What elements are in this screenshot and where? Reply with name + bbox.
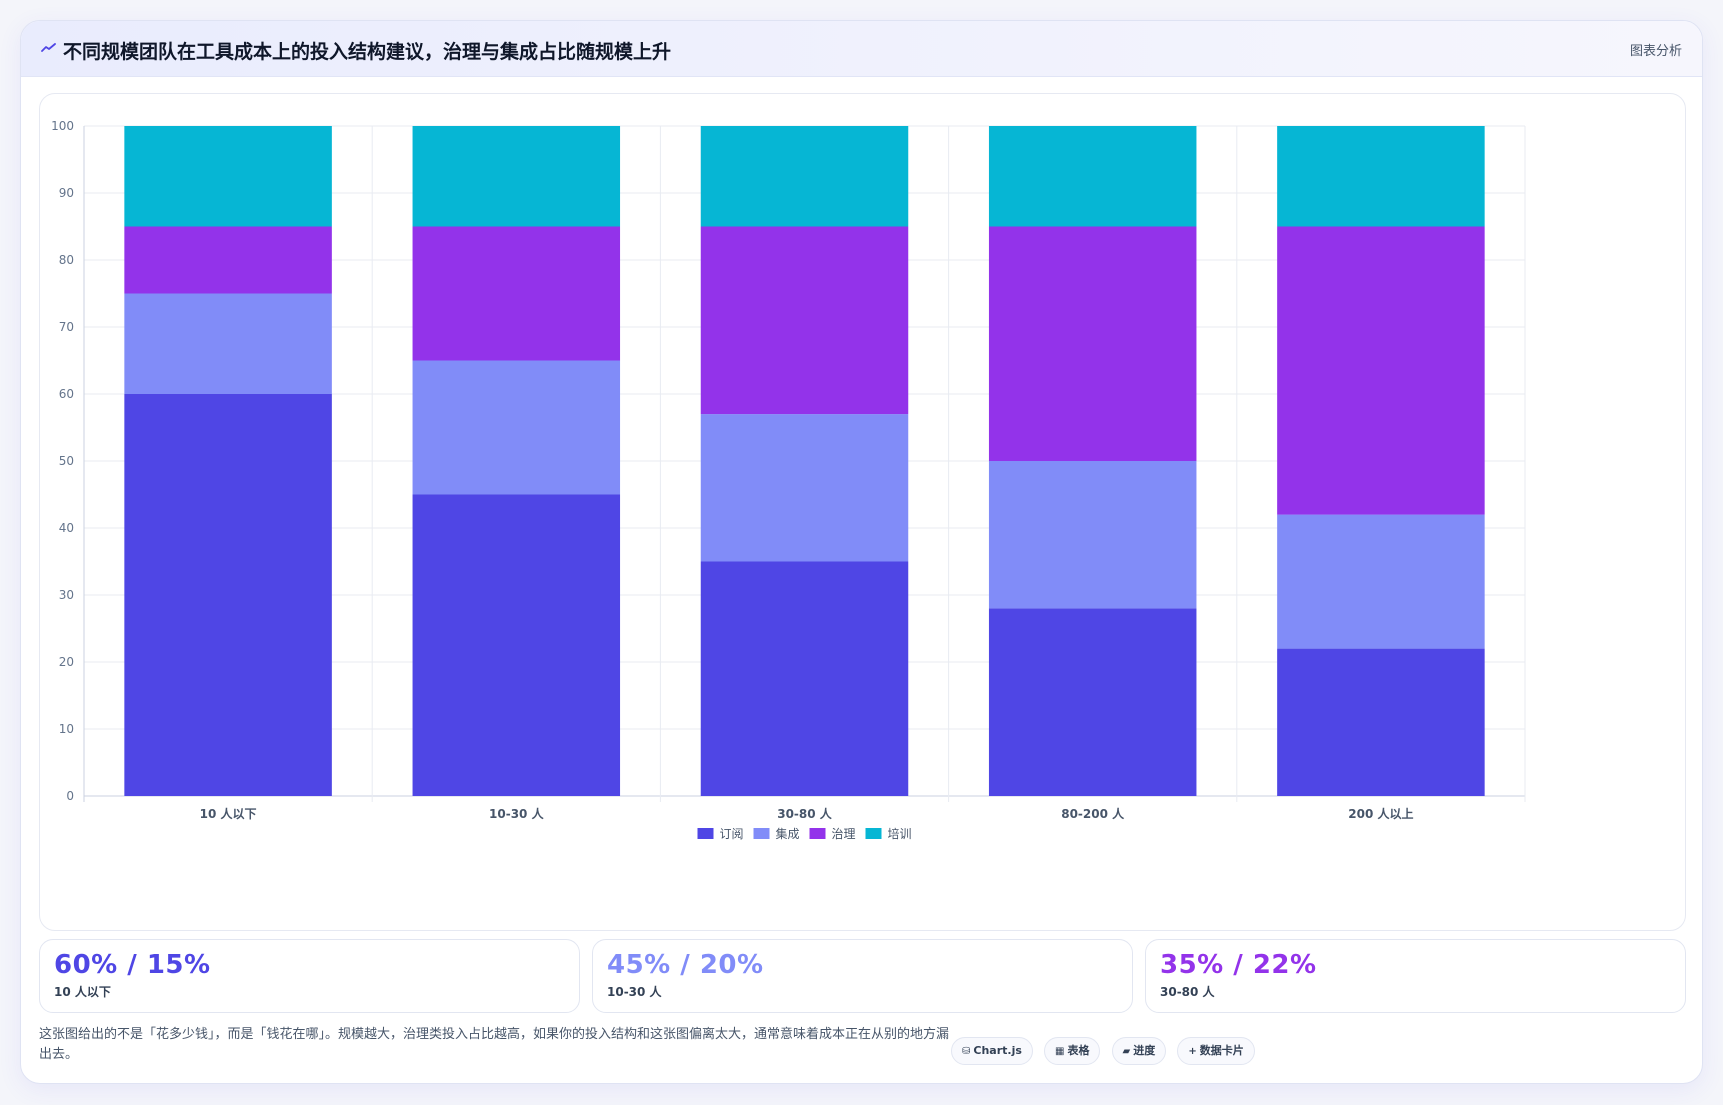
- table-icon: ▦: [1055, 1046, 1065, 1057]
- chip-label: 数据卡片: [1199, 1044, 1244, 1057]
- bar-segment: [700, 126, 909, 227]
- bar-segment: [988, 126, 1197, 227]
- bar-segment: [124, 226, 332, 294]
- chip-chartjs[interactable]: ⛁ Chart.js: [951, 1037, 1033, 1065]
- progress-icon: ▰: [1122, 1046, 1131, 1057]
- chip-label: 进度: [1133, 1044, 1156, 1057]
- x-tick-label: 200 人以上: [1348, 806, 1413, 821]
- stat-cards: 60% / 15% 10 人以下 45% / 20% 10-30 人 35% /…: [39, 939, 1686, 1013]
- bar-segment: [412, 360, 621, 495]
- chip-label: Chart.js: [973, 1044, 1022, 1057]
- stat-value: 60% / 15%: [54, 950, 211, 980]
- y-tick-label: 50: [59, 454, 74, 468]
- database-icon: ⛁: [962, 1046, 971, 1057]
- y-tick-label: 80: [59, 253, 74, 267]
- trend-line-icon: [41, 43, 56, 52]
- chip-table[interactable]: ▦ 表格: [1044, 1037, 1101, 1065]
- x-tick-label: 80-200 人: [1061, 806, 1125, 821]
- y-tick-label: 40: [59, 521, 74, 535]
- legend-label: 集成: [776, 826, 800, 841]
- y-tick-label: 10: [59, 722, 74, 736]
- legend-label: 培训: [888, 826, 912, 841]
- bar-segment: [1277, 648, 1485, 796]
- y-tick-label: 60: [59, 387, 74, 401]
- x-tick-label: 30-80 人: [777, 806, 833, 821]
- stat-label: 10-30 人: [607, 985, 662, 999]
- chart-card: 不同规模团队在工具成本上的投入结构建议，治理与集成占比随规模上升 图表分析 0 1…: [20, 20, 1703, 1084]
- legend-swatch: [697, 828, 714, 839]
- bar-segment: [124, 394, 332, 796]
- bar-segment: [1277, 226, 1485, 515]
- y-tick-label: 0: [66, 789, 74, 803]
- bar-segment: [988, 226, 1197, 461]
- legend-swatch: [865, 828, 882, 839]
- stat-card: 45% / 20% 10-30 人: [592, 939, 1133, 1013]
- bar-segment: [124, 126, 332, 227]
- chip-data-card[interactable]: + 数据卡片: [1177, 1037, 1255, 1065]
- chart-panel: 0 10 20 30 40 50 60 70 80 90 100 10 人以下 10-30 人 30-80…: [39, 93, 1686, 931]
- stat-card: 60% / 15% 10 人以下: [39, 939, 580, 1013]
- y-tick-label: 100: [51, 119, 74, 133]
- legend-swatch: [809, 828, 826, 839]
- bar-segment: [988, 461, 1197, 609]
- x-tick-label: 10-30 人: [489, 806, 545, 821]
- bar-segment: [412, 126, 621, 227]
- y-tick-label: 90: [59, 186, 74, 200]
- y-tick-label: 20: [59, 655, 74, 669]
- bar-segment: [1277, 126, 1485, 227]
- bar-segment: [412, 226, 621, 361]
- chip-group: ⛁ Chart.js ▦ 表格 ▰ 进度 + 数据卡片: [951, 1037, 1261, 1067]
- bar-segment: [124, 293, 332, 394]
- bar-segment: [412, 494, 621, 796]
- stat-card: 35% / 22% 30-80 人: [1145, 939, 1686, 1013]
- legend-label: 订阅: [720, 827, 744, 841]
- y-tick-label: 30: [59, 588, 74, 602]
- bar-segment: [700, 561, 909, 796]
- bar-segment: [700, 414, 909, 562]
- chart-insight-text: 这张图给出的不是「花多少钱」，而是「钱花在哪」。规模越大，治理类投入占比越高，如…: [39, 1027, 950, 1062]
- x-tick-label: 10 人以下: [200, 806, 257, 821]
- stat-value: 45% / 20%: [607, 950, 764, 980]
- legend-swatch: [753, 828, 770, 839]
- bar-segment: [988, 608, 1197, 796]
- y-tick-label: 70: [59, 320, 74, 334]
- chip-progress[interactable]: ▰ 进度: [1111, 1037, 1167, 1065]
- bar-segment: [700, 226, 909, 415]
- stat-value: 35% / 22%: [1160, 950, 1317, 980]
- chart-title: 不同规模团队在工具成本上的投入结构建议，治理与集成占比随规模上升: [63, 41, 672, 63]
- stat-label: 30-80 人: [1160, 985, 1215, 999]
- chart-analysis-button[interactable]: 图表分析: [1629, 44, 1682, 59]
- plus-icon: +: [1188, 1046, 1197, 1057]
- stacked-bar-chart: 0 10 20 30 40 50 60 70 80 90 100 10 人以下 10-30 人 30-80…: [51, 119, 1526, 841]
- legend-label: 治理: [832, 827, 856, 841]
- card-header: 不同规模团队在工具成本上的投入结构建议，治理与集成占比随规模上升 图表分析: [21, 21, 1702, 77]
- stat-label: 10 人以下: [54, 985, 111, 999]
- bar-segment: [1277, 514, 1485, 649]
- chip-label: 表格: [1067, 1044, 1090, 1057]
